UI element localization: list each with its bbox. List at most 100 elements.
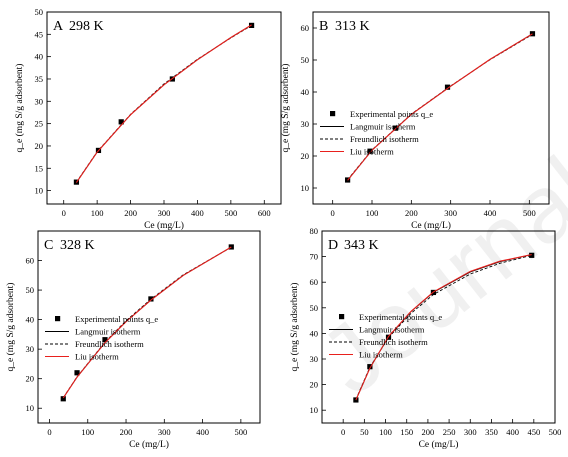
experimental-point [529,252,535,258]
x-tick-label: 100 [366,208,379,218]
liu-curve [75,24,252,183]
y-tick-label: 70 [310,252,319,262]
y-tick-label: 10 [26,403,35,413]
y-tick-label: 50 [35,7,44,17]
y-tick-label: 60 [310,277,319,287]
x-tick-label: 400 [196,427,209,437]
legend-label: Liu isotherm [75,352,119,362]
y-axis-label: q_e (mg S/g adsorbent) [5,283,16,372]
y-tick-label: 20 [35,141,44,151]
x-tick-label: 450 [527,427,540,437]
legend-marker [339,314,345,320]
legend-label: Freundlich isotherm [359,337,428,347]
x-tick-label: 150 [400,427,413,437]
x-tick-label: 0 [341,427,345,437]
x-tick-label: 200 [422,427,435,437]
panel-d: 0 50 100 150 200 250 300 350 400 450 500 10 20 30 40 50… [289,226,561,450]
y-tick-label: 40 [301,87,310,97]
plot-frame [37,230,261,424]
y-tick-label: 20 [310,380,319,390]
y-tick-label: 30 [35,96,44,106]
y-tick-label: 45 [35,29,44,39]
legend-label: Langmuir isotherm [75,327,141,337]
legend-label: Langmuir isotherm [350,122,416,132]
experimental-point [367,148,373,154]
x-tick-label: 200 [120,427,133,437]
y-tick-label: 20 [301,151,310,161]
y-tick-label: 35 [35,74,44,84]
panel-c: 0 100 200 300 400 500 10 20 30 40 50 60 Ce (mg/L) q_e… [5,230,261,450]
y-axis-label: q_e (mg S/g adsorbent) [289,283,300,372]
x-axis-label: Ce (mg/L) [419,439,459,450]
liu-curve [347,33,533,181]
legend-marker [330,111,336,117]
plot-frame [312,11,550,205]
experimental-point [444,84,451,90]
legend-marker [55,316,61,322]
experimental-point [102,337,108,343]
x-tick-label: 0 [331,208,335,218]
y-tick-label: 30 [301,119,310,129]
x-tick-label: 300 [158,427,171,437]
liu-curve [355,254,532,401]
legend-label: Experimental points q_e [359,312,442,322]
panel-title: 298 K [69,19,104,34]
y-tick-label: 30 [310,354,319,364]
y-tick-label: 50 [301,55,310,65]
x-tick-label: 50 [360,427,369,437]
panel-a: 0 100 200 300 400 500 600 10 15 20 25 30 35 40 45 50 Ce … [14,7,282,231]
plot-frame [321,230,556,424]
y-tick-label: 10 [310,405,319,415]
legend-label: Langmuir isotherm [359,325,425,335]
y-tick-label: 40 [26,315,35,325]
experimental-point [529,31,536,37]
legend-label: Experimental points q_e [75,314,158,324]
x-tick-label: 100 [91,208,104,218]
x-tick-label: 500 [234,427,247,437]
y-tick-label: 10 [35,186,44,196]
experimental-point [228,244,234,250]
x-tick-label: 300 [464,427,477,437]
legend-label: Freundlich isotherm [75,339,144,349]
x-tick-label: 0 [47,427,51,437]
x-axis-label: Ce (mg/L) [129,439,169,450]
y-tick-label: 40 [310,328,319,338]
y-tick-label: 40 [35,52,44,62]
plot-frame [46,11,282,205]
y-tick-label: 60 [26,256,35,266]
legend-label: Liu isotherm [359,350,403,360]
x-tick-label: 400 [484,208,497,218]
legend-label: Experimental points q_e [350,109,433,119]
x-tick-label: 350 [485,427,498,437]
x-tick-label: 100 [81,427,94,437]
liu-curve [62,246,232,399]
x-tick-label: 400 [191,208,204,218]
x-axis-label: Ce (mg/L) [144,220,184,231]
y-tick-label: 25 [35,119,44,129]
experimental-point [60,396,66,402]
y-axis-label: q_e (mg S/g adsorbent) [280,64,291,153]
x-tick-label: 200 [124,208,137,218]
x-tick-label: 400 [506,427,519,437]
legend: Experimental points q_e Langmuir isotherm… [45,314,158,362]
x-tick-label: 100 [379,427,392,437]
x-tick-label: 300 [158,208,171,218]
y-tick-label: 50 [310,303,319,313]
y-tick-label: 30 [26,344,35,354]
panel-title: 313 K [335,19,370,34]
panel-letter: D [328,238,338,253]
x-axis-label: Ce (mg/L) [411,220,451,231]
experimental-point [118,119,124,125]
legend-label: Freundlich isotherm [350,134,419,144]
panel-letter: B [319,19,328,34]
x-tick-label: 500 [224,208,237,218]
y-tick-label: 50 [26,285,35,295]
x-tick-label: 0 [62,208,66,218]
x-tick-label: 500 [549,427,562,437]
legend: Experimental points q_e Langmuir isotherm… [329,312,442,360]
y-tick-label: 15 [35,163,44,173]
y-tick-label: 80 [310,226,319,236]
x-tick-label: 200 [405,208,418,218]
x-tick-label: 500 [523,208,536,218]
